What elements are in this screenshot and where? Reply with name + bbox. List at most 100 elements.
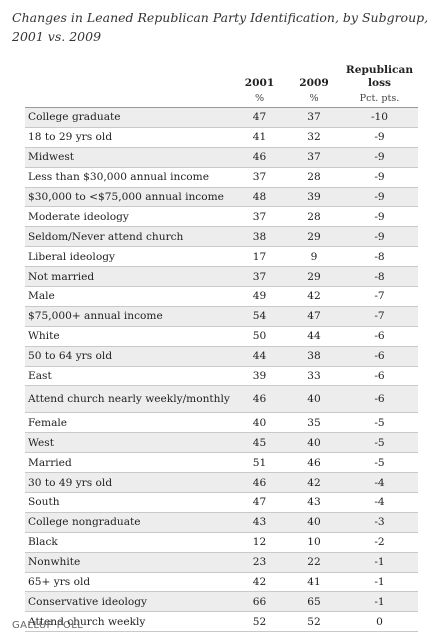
- value-2001: 37: [232, 167, 287, 188]
- value-2009: 33: [287, 366, 341, 387]
- value-2001: 49: [232, 286, 287, 307]
- value-2009: 40: [287, 385, 341, 414]
- row-label: Conservative ideology: [25, 591, 232, 613]
- value-loss: -5: [341, 432, 418, 454]
- value-2001: 48: [232, 187, 287, 208]
- value-2001: 66: [232, 591, 287, 613]
- value-loss: -8: [341, 246, 418, 268]
- value-2001: 44: [232, 346, 287, 367]
- table-row: 65+ yrs old 42 41 -1: [25, 572, 418, 593]
- value-loss: -3: [341, 512, 418, 533]
- table-body: College graduate 47 37 -10 18 to 29 yrs old 4…: [25, 107, 418, 633]
- row-label: Seldom/Never attend church: [25, 226, 232, 248]
- row-label: $75,000+ annual income: [25, 306, 232, 327]
- table-row: Seldom/Never attend church 38 29 -9: [25, 226, 418, 248]
- value-loss: -4: [341, 492, 418, 513]
- value-2009: 37: [287, 147, 341, 168]
- table-row: West 45 40 -5: [25, 432, 418, 454]
- value-2001: 54: [232, 306, 287, 327]
- row-label: White: [25, 326, 232, 347]
- value-2001: 23: [232, 552, 287, 573]
- value-loss: -8: [341, 266, 418, 288]
- value-2001: 37: [232, 266, 287, 288]
- table-row: Midwest 46 37 -9: [25, 147, 418, 168]
- column-header-2009: 2009: [299, 77, 329, 89]
- table-row: Black 12 10 -2: [25, 532, 418, 553]
- row-label: Female: [25, 412, 232, 434]
- row-label: Nonwhite: [25, 552, 232, 573]
- value-2001: 41: [232, 127, 287, 148]
- value-loss: -9: [341, 167, 418, 188]
- value-2009: 65: [287, 591, 341, 613]
- value-loss: -4: [341, 472, 418, 494]
- value-2009: 10: [287, 532, 341, 553]
- value-2009: 28: [287, 167, 341, 188]
- value-loss: -6: [341, 326, 418, 347]
- value-2001: 50: [232, 326, 287, 347]
- value-2001: 46: [232, 147, 287, 168]
- unit-row: % % Pct. pts.: [25, 90, 418, 108]
- value-2009: 38: [287, 346, 341, 367]
- row-label: Attend church nearly weekly/monthly: [25, 385, 232, 414]
- row-label: 50 to 64 yrs old: [25, 346, 232, 367]
- value-2001: 42: [232, 572, 287, 593]
- unit-2009: %: [287, 90, 341, 108]
- value-loss: -9: [341, 226, 418, 248]
- value-2009: 29: [287, 266, 341, 288]
- table-row: 50 to 64 yrs old 44 38 -6: [25, 346, 418, 367]
- value-2001: 12: [232, 532, 287, 553]
- value-2001: 40: [232, 412, 287, 434]
- table-row: Attend church weekly 52 52 0: [25, 611, 418, 633]
- row-label: College graduate: [25, 107, 232, 128]
- value-2009: 42: [287, 472, 341, 494]
- table-row: Liberal ideology 17 9 -8: [25, 246, 418, 268]
- value-2009: 39: [287, 187, 341, 208]
- table-row: Moderate ideology 37 28 -9: [25, 206, 418, 228]
- table-row: College graduate 47 37 -10: [25, 107, 418, 128]
- unit-2001: %: [232, 90, 287, 108]
- row-label: Attend church weekly: [25, 611, 232, 633]
- table-row: Female 40 35 -5: [25, 412, 418, 434]
- value-loss: -9: [341, 206, 418, 228]
- value-loss: 0: [341, 611, 418, 633]
- value-2009: 22: [287, 552, 341, 573]
- table-row: Less than $30,000 annual income 37 28 -9: [25, 167, 418, 188]
- source-footer: GALLUP POLL: [12, 620, 84, 631]
- row-label: 18 to 29 yrs old: [25, 127, 232, 148]
- value-2009: 9: [287, 246, 341, 268]
- value-2009: 37: [287, 107, 341, 128]
- row-label: Male: [25, 286, 232, 307]
- value-2009: 42: [287, 286, 341, 307]
- value-loss: -9: [341, 127, 418, 148]
- value-loss: -1: [341, 552, 418, 573]
- value-2001: 46: [232, 385, 287, 414]
- row-label: Black: [25, 532, 232, 553]
- row-label: Married: [25, 452, 232, 474]
- value-loss: -10: [341, 107, 418, 128]
- row-label: $30,000 to <$75,000 annual income: [25, 187, 232, 208]
- table-row: $75,000+ annual income 54 47 -7: [25, 306, 418, 327]
- value-2009: 44: [287, 326, 341, 347]
- value-2009: 29: [287, 226, 341, 248]
- column-header-label: [25, 59, 232, 90]
- value-loss: -1: [341, 591, 418, 613]
- row-label: Less than $30,000 annual income: [25, 167, 232, 188]
- value-2001: 43: [232, 512, 287, 533]
- table-row: East 39 33 -6: [25, 366, 418, 387]
- value-loss: -6: [341, 385, 418, 414]
- table-row: 30 to 49 yrs old 46 42 -4: [25, 472, 418, 494]
- row-label: Moderate ideology: [25, 206, 232, 228]
- column-header-loss: Republican loss: [345, 64, 414, 89]
- value-2001: 39: [232, 366, 287, 387]
- value-2001: 38: [232, 226, 287, 248]
- row-label: South: [25, 492, 232, 513]
- row-label: Not married: [25, 266, 232, 288]
- table-row: Nonwhite 23 22 -1: [25, 552, 418, 573]
- value-2001: 47: [232, 107, 287, 128]
- unit-loss: Pct. pts.: [341, 90, 418, 108]
- value-loss: -9: [341, 147, 418, 168]
- value-loss: -6: [341, 366, 418, 387]
- value-loss: -5: [341, 412, 418, 434]
- column-header-2001: 2001: [244, 77, 275, 89]
- row-label: Liberal ideology: [25, 246, 232, 268]
